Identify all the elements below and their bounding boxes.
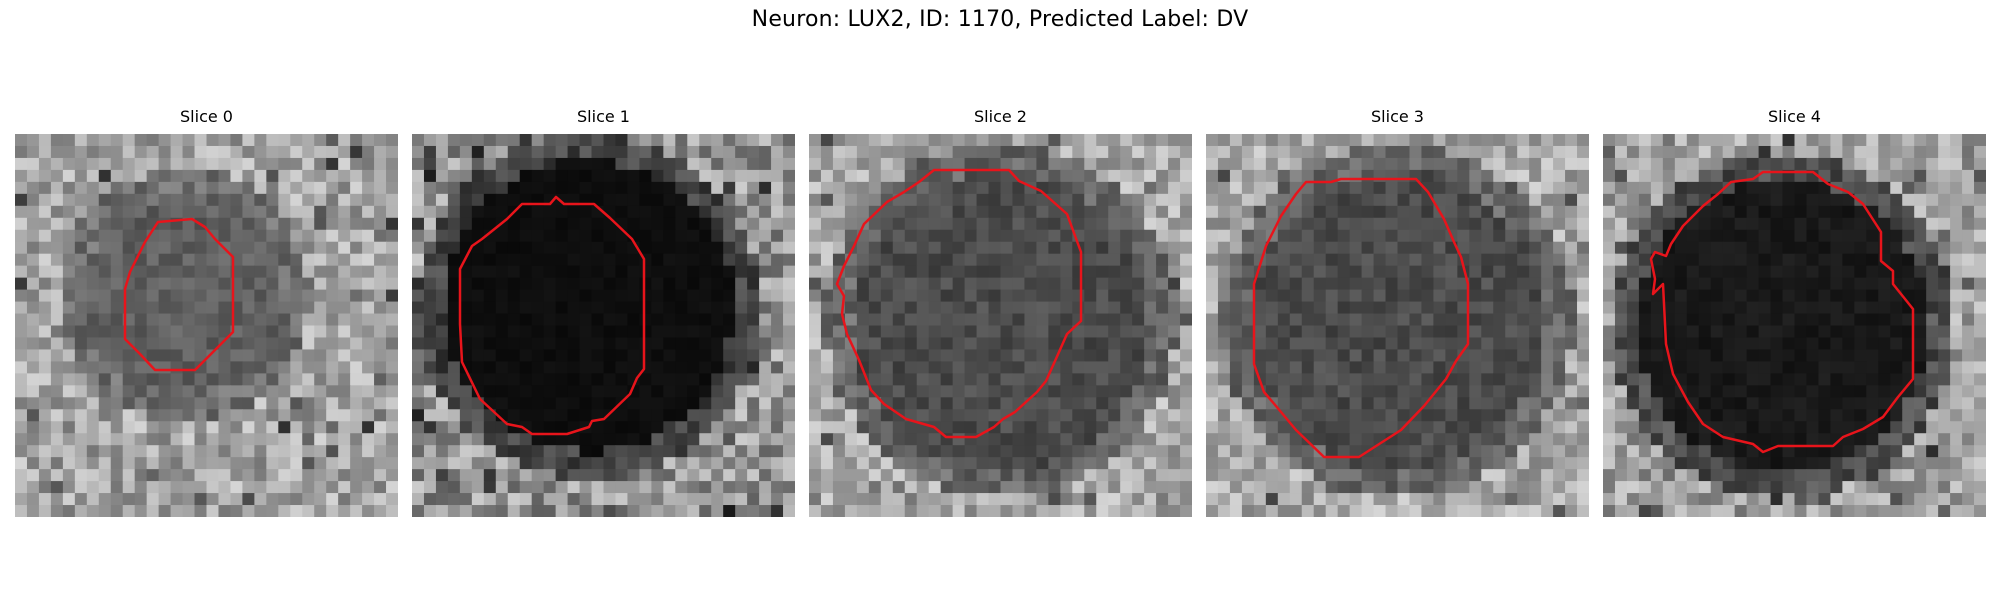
segmentation-contour (123, 217, 235, 372)
slice-title: Slice 2 (974, 107, 1027, 126)
segmentation-contour (458, 195, 646, 436)
slice-title: Slice 3 (1371, 107, 1424, 126)
slice-title: Slice 0 (180, 107, 233, 126)
figure-title: Neuron: LUX2, ID: 1170, Predicted Label:… (751, 7, 1249, 32)
slice-image (1206, 134, 1589, 517)
slice-panel-0: Slice 0 (15, 107, 398, 527)
microscopy-tile (809, 134, 1192, 517)
slice-panel-3: Slice 3 (1206, 107, 1589, 527)
slice-title: Slice 4 (1768, 107, 1821, 126)
microscopy-tile (15, 134, 398, 517)
segmentation-contour (1649, 170, 1915, 454)
microscopy-tile (412, 134, 795, 517)
slice-image (15, 134, 398, 517)
slice-panel-4: Slice 4 (1603, 107, 1986, 527)
slice-panel-1: Slice 1 (412, 107, 795, 527)
slice-image (1603, 134, 1986, 517)
microscopy-tile (1206, 134, 1589, 517)
segmentation-contour (1252, 177, 1470, 459)
microscopy-tile (1603, 134, 1986, 517)
slice-title: Slice 1 (577, 107, 630, 126)
slice-image (809, 134, 1192, 517)
slice-image (412, 134, 795, 517)
segmentation-contour (835, 168, 1083, 439)
slice-panel-2: Slice 2 (809, 107, 1192, 527)
